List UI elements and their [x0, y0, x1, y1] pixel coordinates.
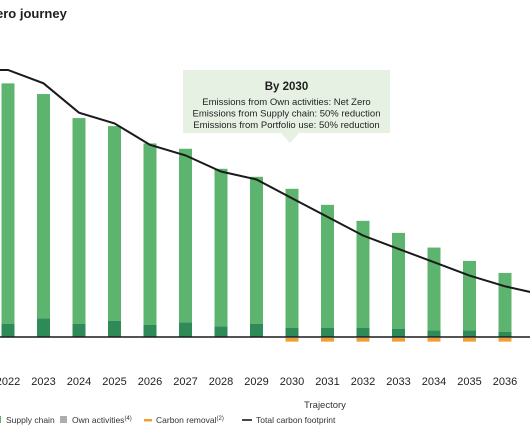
- bar-own-activities-2026: [143, 324, 157, 337]
- bar-own-activities-2031: [321, 327, 334, 337]
- callout-line: Emissions from Portfolio use: 50% reduct…: [193, 120, 379, 131]
- bar-own-activities-2032: [356, 327, 370, 337]
- bar-carbon-removal-2031: [321, 338, 334, 342]
- bar-supply-chain-2033: [392, 232, 405, 329]
- legend: Supply chain Own activities(4) Carbon remo…: [0, 415, 336, 425]
- x-tick-label: 2025: [102, 376, 126, 388]
- bar-supply-chain-2029: [250, 176, 263, 324]
- callout-box: By 2030 Emissions from Own activities: N…: [183, 70, 390, 143]
- bar-supply-chain-2036: [498, 272, 512, 332]
- bar-supply-chain-2032: [356, 220, 370, 328]
- x-tick-label: 2026: [138, 376, 162, 388]
- x-tick-label: 2036: [493, 376, 517, 388]
- bar-supply-chain-2027: [179, 148, 192, 323]
- legend-swatch: [0, 416, 1, 423]
- bar-supply-chain-2030: [285, 188, 299, 328]
- x-tick-label: 2035: [457, 376, 481, 388]
- x-tick-label: 2024: [67, 376, 91, 388]
- legend-item: Supply chain: [0, 415, 55, 425]
- callout-title: By 2030: [265, 81, 308, 93]
- bar-own-activities-2028: [214, 326, 228, 337]
- bar-own-activities-2034: [427, 330, 441, 337]
- bar-supply-chain-2023: [37, 94, 50, 319]
- legend-label: Carbon removal(2): [156, 415, 224, 425]
- legend-swatch: [60, 416, 67, 423]
- total-carbon-footprint-line: [0, 69, 530, 293]
- legend-footnote: (4): [124, 416, 131, 422]
- chart-title: ero journey: [0, 6, 68, 21]
- bar-own-activities-2022: [1, 323, 15, 337]
- legend-label: Own activities(4): [72, 415, 132, 425]
- bar-supply-chain-2035: [463, 260, 476, 331]
- x-tick-label: 2030: [280, 376, 304, 388]
- legend-item: Own activities(4): [60, 415, 132, 425]
- bar-carbon-removal-2032: [356, 338, 370, 342]
- legend-label-text: Carbon removal: [156, 415, 217, 425]
- x-tick-label: 2027: [173, 376, 197, 388]
- bar-own-activities-2024: [72, 323, 86, 337]
- bar-own-activities-2025: [108, 320, 121, 337]
- callout-background: [183, 70, 390, 143]
- bar-supply-chain-2026: [143, 143, 157, 325]
- bar-own-activities-2027: [179, 322, 192, 337]
- x-tick-label: 2023: [31, 376, 55, 388]
- bar-carbon-removal-2036: [498, 338, 512, 342]
- legend-label: Total carbon footprint: [256, 415, 336, 425]
- bar-own-activities-2035: [463, 330, 476, 337]
- bar-supply-chain-2031: [321, 204, 334, 328]
- x-axis-title: Trajectory: [304, 400, 346, 411]
- bars-group: [1, 83, 512, 342]
- bar-supply-chain-2024: [72, 118, 86, 324]
- bar-own-activities-2033: [392, 328, 405, 337]
- bar-own-activities-2030: [285, 327, 299, 337]
- legend-label-text: Total carbon footprint: [256, 415, 336, 425]
- bar-supply-chain-2022: [1, 83, 15, 324]
- bar-own-activities-2036: [498, 331, 512, 337]
- legend-label-text: Supply chain: [6, 415, 55, 425]
- bar-supply-chain-2025: [108, 126, 121, 321]
- x-tick-label: 2028: [209, 376, 233, 388]
- legend-label-text: Own activities: [72, 415, 124, 425]
- x-tick-label: 2034: [422, 376, 446, 388]
- x-tick-label: 2022: [0, 376, 20, 388]
- callout-line: Emissions from Supply chain: 50% reducti…: [193, 109, 381, 120]
- legend-swatch: [144, 419, 152, 422]
- bar-own-activities-2023: [37, 318, 50, 337]
- bar-supply-chain-2028: [214, 168, 228, 327]
- bar-carbon-removal-2035: [463, 338, 476, 342]
- bar-carbon-removal-2034: [427, 338, 441, 342]
- callout-line: Emissions from Own activities: Net Zero: [202, 97, 370, 108]
- bar-carbon-removal-2030: [285, 338, 299, 342]
- legend-label: Supply chain: [6, 415, 55, 425]
- bar-carbon-removal-2033: [392, 338, 405, 342]
- x-tick-label: 2032: [351, 376, 375, 388]
- callout-lines: Emissions from Own activities: Net ZeroE…: [193, 97, 381, 131]
- bar-own-activities-2029: [250, 323, 263, 337]
- legend-item: Total carbon footprint: [242, 415, 336, 425]
- x-tick-label: 2031: [315, 376, 339, 388]
- legend-footnote: (2): [216, 416, 223, 422]
- x-tick-label: 2033: [386, 376, 410, 388]
- x-tick-labels: 2022 2023 2024 2025 2026 2027 2028 2029 2030 2031…: [0, 376, 517, 388]
- x-tick-label: 2029: [244, 376, 268, 388]
- bar-supply-chain-2034: [427, 247, 441, 331]
- legend-item: Carbon removal(2): [144, 415, 224, 425]
